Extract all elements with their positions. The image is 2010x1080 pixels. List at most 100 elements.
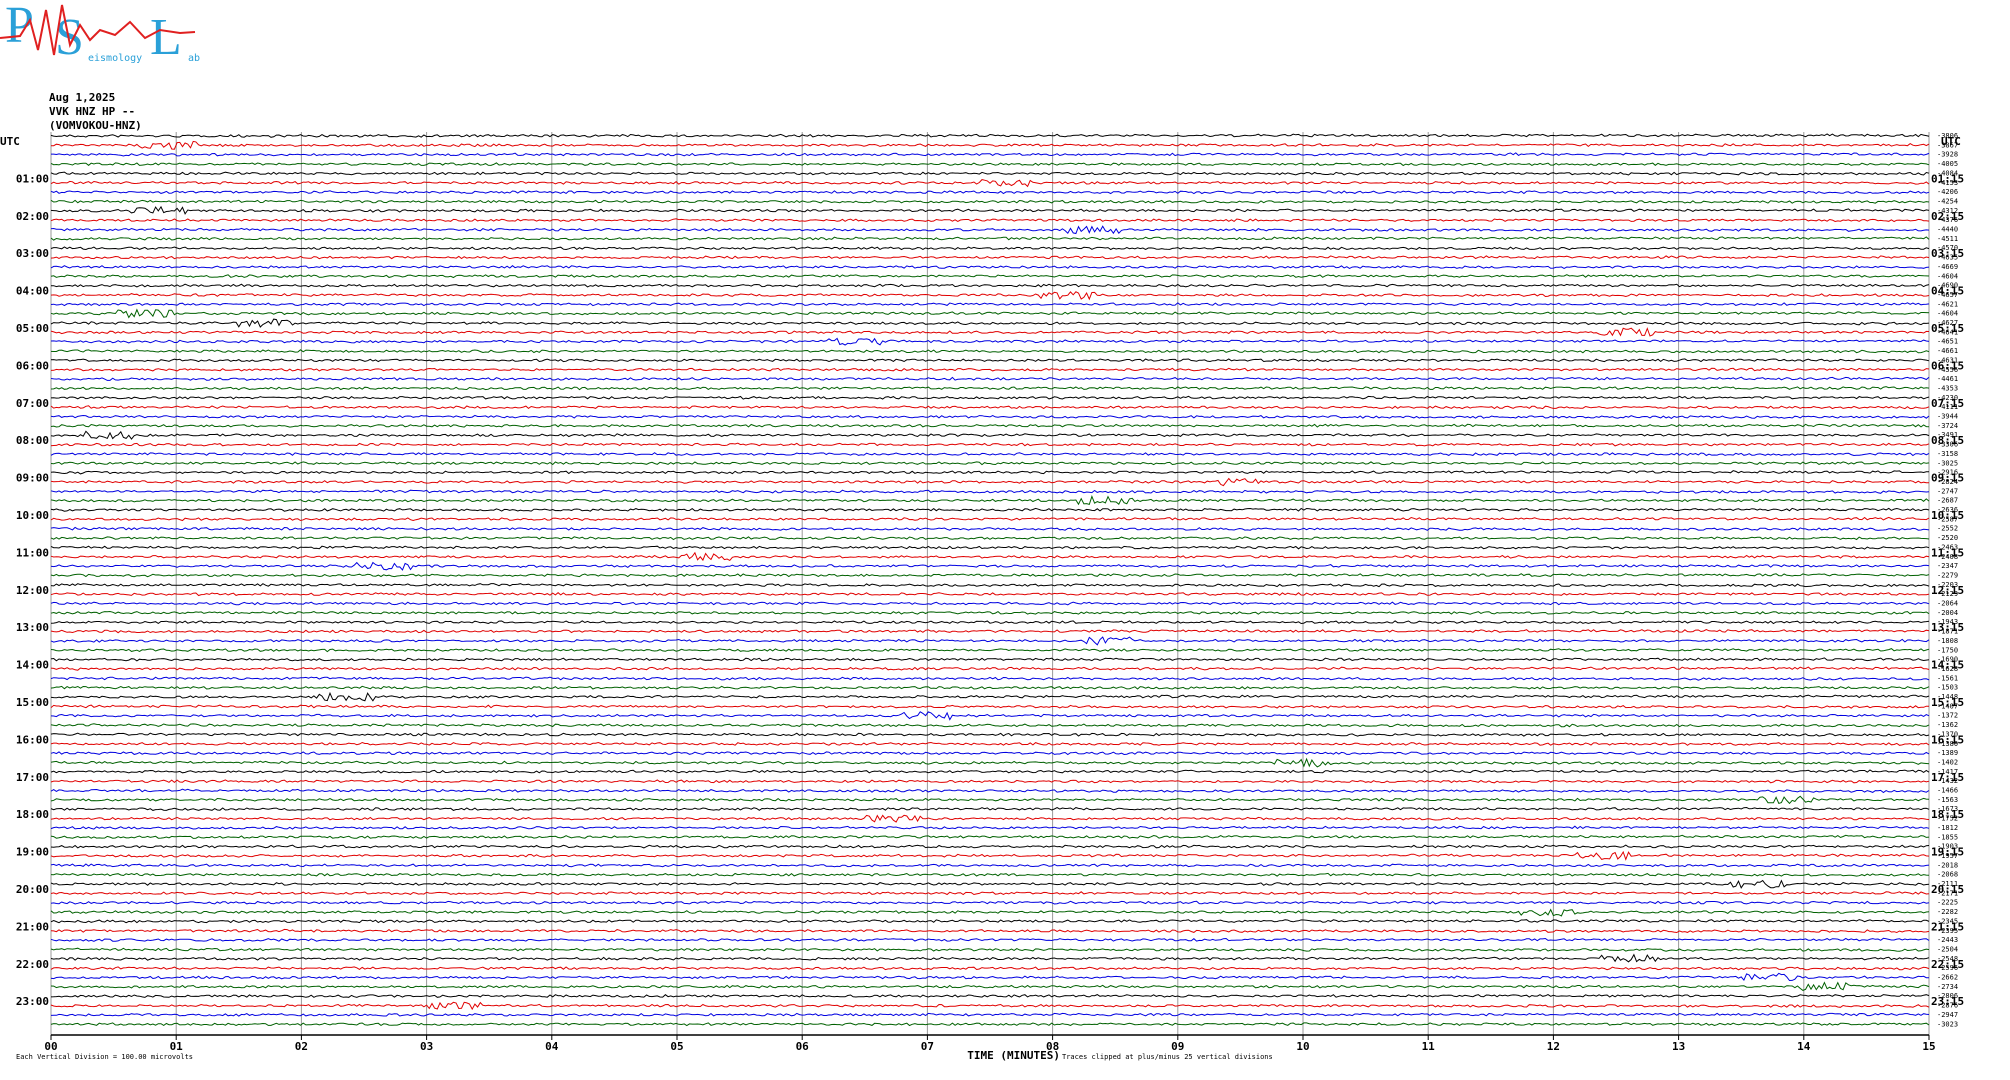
trace-offset: -1466 <box>1937 787 1958 795</box>
trace <box>50 928 1930 934</box>
trace <box>50 994 1930 998</box>
trace <box>50 1012 1930 1017</box>
trace-offset: -3724 <box>1937 422 1958 430</box>
trace-offset: -2408 <box>1937 553 1958 561</box>
trace <box>50 1022 1930 1027</box>
trace-offset: -4206 <box>1937 188 1958 196</box>
time-label: 22:00 <box>16 958 49 971</box>
time-label: 01:15 <box>1931 172 1964 185</box>
trace <box>50 723 1930 728</box>
trace <box>50 806 1930 812</box>
utc-label: UTC <box>0 135 20 148</box>
x-tick-label: 14 <box>1797 1040 1811 1053</box>
trace <box>50 844 1930 849</box>
x-tick-label: 00 <box>44 1040 57 1053</box>
time-label: 07:00 <box>16 397 49 410</box>
time-label: 07:15 <box>1931 397 1964 410</box>
trace-offset: -2636 <box>1937 506 1958 514</box>
x-tick-label: 13 <box>1672 1040 1685 1053</box>
trace-offset: -1561 <box>1937 674 1958 682</box>
logo-letter: P <box>5 0 34 54</box>
trace-offset: -3491 <box>1937 431 1958 439</box>
trace-offset: -4604 <box>1937 310 1958 318</box>
trace-offset: -1380 <box>1937 740 1958 748</box>
trace-offset: -4353 <box>1937 384 1958 392</box>
trace <box>50 561 1930 571</box>
trace-offset: -1417 <box>1937 768 1958 776</box>
trace-offset: -2345 <box>1937 917 1958 925</box>
trace <box>50 470 1929 475</box>
trace <box>50 711 1930 721</box>
trace <box>50 704 1930 709</box>
trace <box>50 757 1930 768</box>
trace-offset: -1563 <box>1937 796 1958 804</box>
trace <box>50 601 1930 606</box>
trace <box>50 405 1930 410</box>
trace-offset: -2004 <box>1937 609 1958 617</box>
time-label: 15:00 <box>16 696 49 709</box>
trace <box>50 685 1930 690</box>
time-label: 12:00 <box>16 584 49 597</box>
trace <box>50 610 1930 615</box>
trace <box>50 676 1930 681</box>
time-label: 21:15 <box>1931 920 1964 933</box>
trace <box>50 834 1930 839</box>
logo-wave <box>0 4 196 56</box>
trace <box>50 452 1930 457</box>
trace <box>50 349 1930 354</box>
trace-offset: -1432 <box>1937 777 1958 785</box>
trace-offset: -2824 <box>1937 478 1958 486</box>
x-tick-label: 02 <box>295 1040 308 1053</box>
trace-offset: -2225 <box>1937 899 1958 907</box>
trace-offset: -4690 <box>1937 282 1958 290</box>
trace <box>50 879 1930 889</box>
trace-offset: -1628 <box>1937 665 1958 673</box>
time-label: 14:15 <box>1931 659 1964 672</box>
trace-offset: -3928 <box>1937 151 1958 159</box>
trace-offset: -2111 <box>1937 880 1958 888</box>
time-label: 13:00 <box>16 621 49 634</box>
trace <box>50 395 1930 400</box>
logo-letter: L <box>150 9 182 66</box>
trace-offset: -1957 <box>1937 852 1958 860</box>
trace-offset: -2282 <box>1937 908 1958 916</box>
trace-offset: -4084 <box>1937 169 1958 177</box>
trace <box>50 199 1930 204</box>
trace <box>50 657 1930 662</box>
time-label: 03:00 <box>16 247 49 260</box>
trace-offset: -4461 <box>1937 375 1958 383</box>
trace <box>50 246 1930 251</box>
scale-note: Each Vertical Division = 100.00 microvol… <box>16 1053 193 1061</box>
time-label: 20:15 <box>1931 883 1964 896</box>
trace <box>50 205 1930 215</box>
trace-offset: -1389 <box>1937 749 1958 757</box>
trace-offset: -2687 <box>1937 497 1958 505</box>
time-label: 02:00 <box>16 210 49 223</box>
trace-offset: -4230 <box>1937 394 1958 402</box>
trace-offset: -2068 <box>1937 871 1958 879</box>
x-tick-label: 15 <box>1922 1040 1935 1053</box>
time-label: 16:15 <box>1931 733 1964 746</box>
trace <box>50 133 1930 138</box>
time-label: 17:15 <box>1931 771 1964 784</box>
time-label: 08:00 <box>16 434 49 447</box>
trace-offset: -3806 <box>1937 132 1958 140</box>
trace <box>50 318 1930 328</box>
trace <box>50 545 1930 550</box>
time-label: 06:15 <box>1931 359 1964 372</box>
trace <box>50 947 1930 952</box>
trace <box>50 179 1930 188</box>
trace <box>50 291 1930 301</box>
time-label: 13:15 <box>1931 621 1964 634</box>
trace-offset: -2064 <box>1937 600 1958 608</box>
trace <box>50 937 1930 942</box>
trace-offset: -2876 <box>1937 1002 1958 1010</box>
trace-offset: -2504 <box>1937 945 1958 953</box>
trace <box>50 265 1930 269</box>
trace-offset: -3025 <box>1937 459 1958 467</box>
trace <box>50 636 1930 646</box>
x-tick-label: 10 <box>1296 1040 1309 1053</box>
trace <box>50 327 1930 337</box>
trace-offset: -2171 <box>1937 889 1958 897</box>
trace-offset: -1372 <box>1937 712 1958 720</box>
